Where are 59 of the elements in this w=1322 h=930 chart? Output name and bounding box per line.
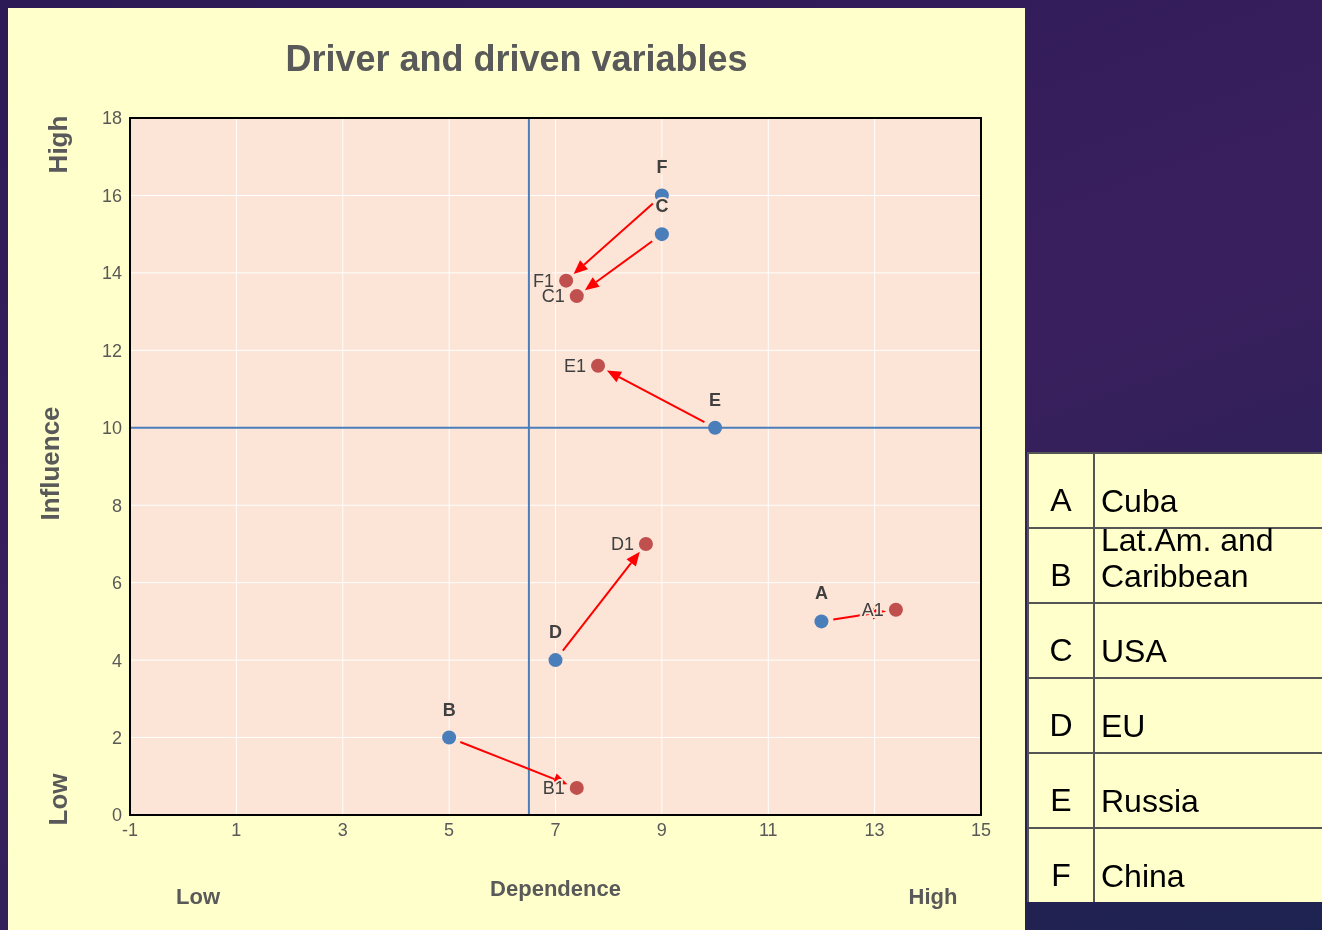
point bbox=[654, 227, 669, 242]
text: C bbox=[1027, 604, 1095, 677]
point bbox=[442, 730, 457, 745]
annotation: A bbox=[814, 583, 828, 604]
text: EU bbox=[1100, 707, 1147, 746]
y-tick-label: 0 bbox=[111, 805, 122, 826]
y-axis-title: Influence bbox=[34, 405, 66, 523]
annotation: D1 bbox=[610, 533, 634, 554]
text: Low bbox=[175, 884, 221, 910]
annotation: F bbox=[656, 157, 668, 178]
y-tick-label: 16 bbox=[101, 185, 122, 206]
x-tick-label: 15 bbox=[970, 819, 992, 840]
y-tick-label: 18 bbox=[101, 108, 122, 129]
x-tick-label: 1 bbox=[231, 819, 242, 840]
text: Lat.Am. and Caribbean bbox=[1100, 522, 1275, 596]
annotation: C1 bbox=[541, 286, 565, 307]
text: Cuba bbox=[1101, 483, 1178, 519]
text: B bbox=[1027, 529, 1095, 602]
y-tick-label: 10 bbox=[101, 418, 122, 439]
text: Russia bbox=[1100, 782, 1200, 821]
point bbox=[888, 602, 903, 617]
chart-title: Driver and driven variables bbox=[284, 38, 749, 80]
point bbox=[814, 614, 829, 629]
point bbox=[548, 653, 563, 668]
x-axis-title: Dependence bbox=[489, 876, 622, 902]
point bbox=[591, 358, 606, 373]
text: USA bbox=[1100, 632, 1168, 671]
text: High bbox=[42, 114, 74, 176]
x-tick-label: 5 bbox=[444, 819, 455, 840]
annotation: B bbox=[442, 699, 456, 720]
point bbox=[569, 780, 584, 795]
x-tick-label: 7 bbox=[550, 819, 561, 840]
text: F bbox=[1027, 829, 1095, 902]
annotation: B1 bbox=[542, 777, 565, 798]
y-tick-label: 4 bbox=[111, 650, 122, 671]
text: E bbox=[1027, 754, 1095, 827]
x-tick-label: 3 bbox=[337, 819, 348, 840]
y-tick-label: 14 bbox=[101, 263, 122, 284]
point bbox=[708, 420, 723, 435]
annotation: C bbox=[655, 196, 669, 217]
annotation: D bbox=[549, 622, 562, 643]
y-tick-label: 6 bbox=[111, 573, 122, 594]
annotation: E1 bbox=[564, 355, 587, 376]
text: High bbox=[907, 884, 959, 910]
x-tick-label: 9 bbox=[656, 819, 667, 840]
y-tick-label: 12 bbox=[101, 340, 122, 361]
point bbox=[569, 289, 584, 304]
text: D bbox=[1027, 679, 1095, 752]
x-tick-label: 13 bbox=[864, 819, 885, 840]
x-tick-label: -1 bbox=[121, 819, 139, 840]
y-tick-label: 8 bbox=[111, 495, 122, 516]
point bbox=[638, 536, 653, 551]
text: A bbox=[1027, 454, 1095, 527]
text: Low bbox=[42, 772, 74, 828]
annotation: E bbox=[709, 389, 722, 410]
y-tick-label: 2 bbox=[111, 727, 122, 748]
x-tick-label: 11 bbox=[758, 819, 778, 840]
point bbox=[559, 273, 574, 288]
text: China bbox=[1100, 857, 1186, 896]
